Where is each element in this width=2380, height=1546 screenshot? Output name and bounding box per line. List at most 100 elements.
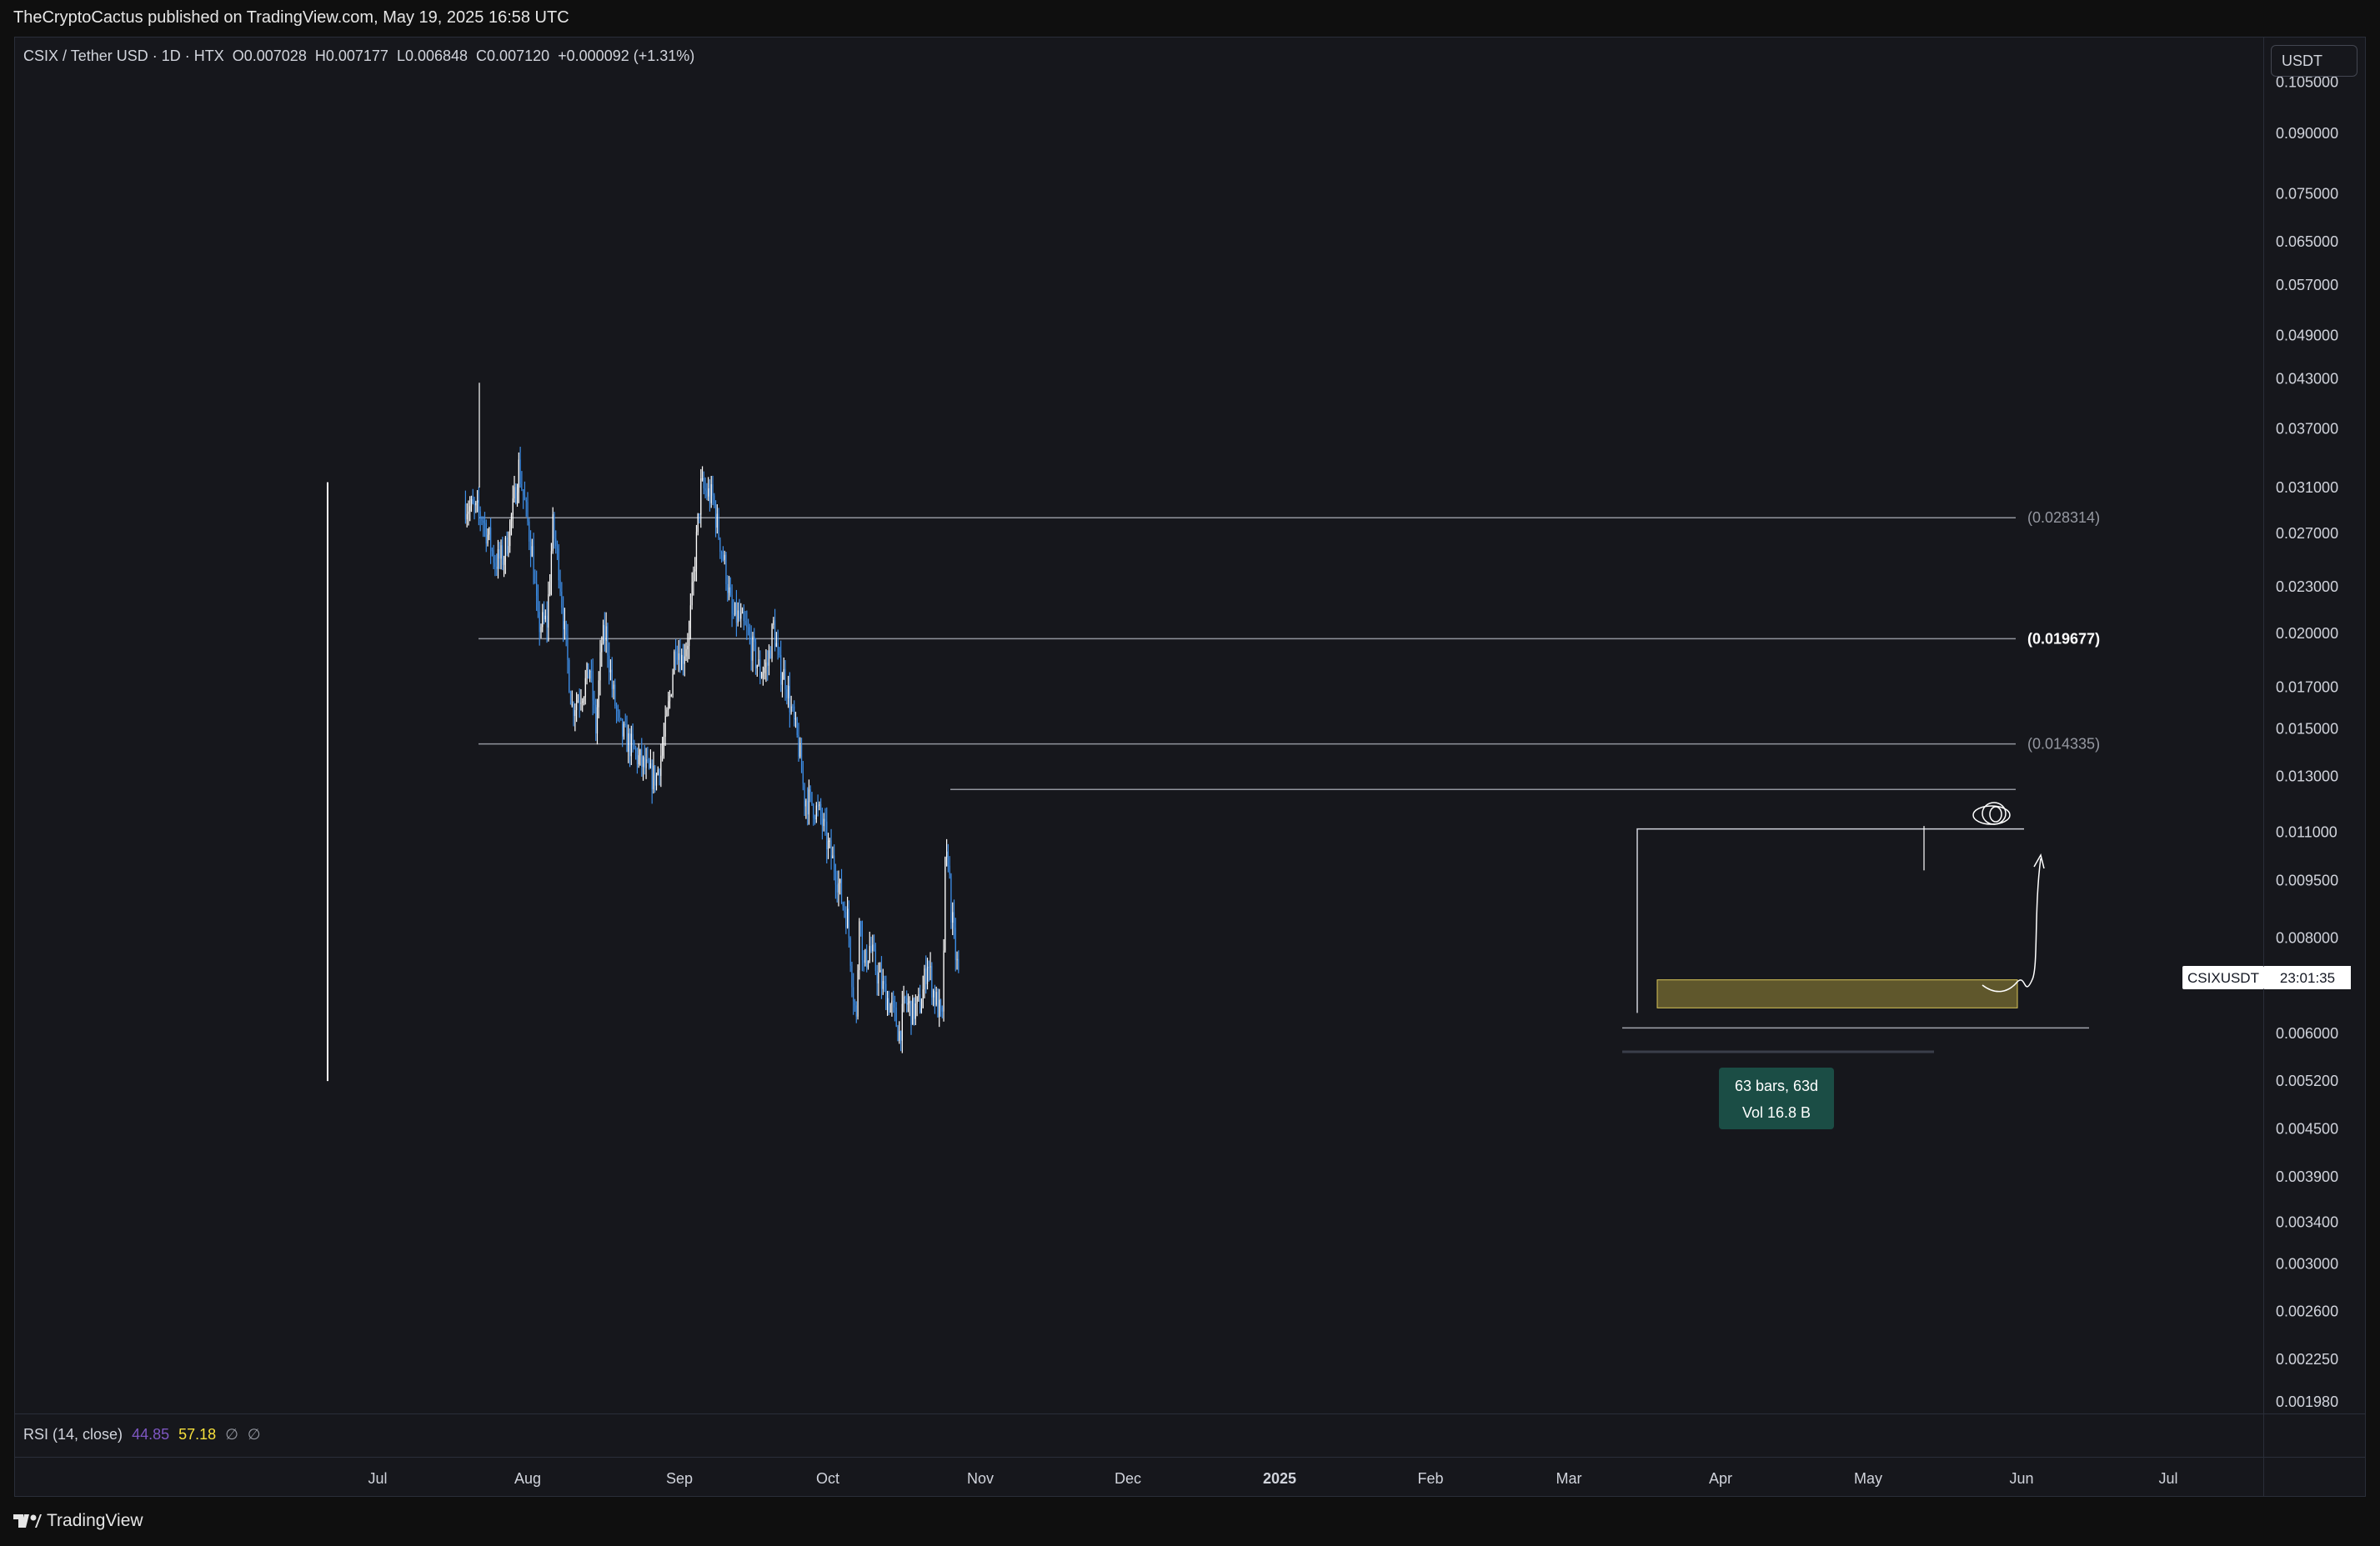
candle-body	[509, 521, 511, 547]
y-tick-label: 0.009500	[2276, 873, 2338, 889]
candle-body	[544, 615, 546, 620]
candle-body	[548, 594, 549, 628]
candle-body	[775, 643, 777, 648]
candle-body	[735, 603, 738, 623]
y-tick-label: 0.075000	[2276, 186, 2338, 203]
candle-body	[734, 603, 736, 615]
level-label: (0.028314)	[2027, 509, 2100, 526]
candle-body	[694, 569, 696, 572]
candle-body	[794, 718, 797, 720]
candle-body	[941, 1007, 943, 1012]
candle-body	[792, 706, 794, 708]
candle-body	[592, 671, 594, 701]
y-tick-label: 0.005200	[2276, 1073, 2338, 1089]
candle-body	[534, 582, 536, 584]
symbol-title[interactable]: CSIX / Tether USD · 1D · HTX	[23, 48, 224, 64]
rsi-legend[interactable]: RSI (14, close) 44.85 57.18 ∅ ∅	[23, 1426, 261, 1443]
candle-body	[789, 685, 790, 713]
candle-body	[832, 855, 834, 858]
candle-body	[860, 921, 862, 923]
candle-body	[590, 670, 592, 673]
candle-body	[629, 733, 631, 757]
candle-body	[664, 715, 666, 738]
y-tick-label: 0.002250	[2276, 1351, 2338, 1368]
tradingview-logo-icon	[13, 1514, 42, 1528]
candle-body	[539, 612, 540, 633]
demand-zone[interactable]	[1656, 979, 2018, 1008]
candle-body	[624, 723, 626, 726]
price-tag-symbol[interactable]	[2182, 966, 2264, 989]
candle-body	[922, 988, 924, 1008]
candle-body	[496, 567, 498, 569]
candle-body	[872, 944, 874, 952]
candle-body	[466, 513, 468, 520]
candle-body	[689, 605, 691, 628]
candle-body	[920, 1008, 923, 1013]
candle-body	[506, 538, 508, 554]
price-tag-countdown[interactable]	[2264, 966, 2351, 989]
projection-arrow[interactable]	[1982, 858, 2042, 993]
candle-body	[840, 879, 843, 903]
candle-body	[626, 724, 628, 753]
candle-body	[953, 912, 955, 928]
y-tick-label: 0.020000	[2276, 625, 2338, 642]
candle-body	[777, 643, 779, 648]
candle-body	[756, 665, 758, 668]
candle-body	[571, 704, 573, 706]
candle-body	[830, 840, 832, 858]
candle-body	[704, 488, 706, 491]
candle-body	[935, 992, 937, 1005]
candle-body	[749, 632, 750, 638]
candle-body	[675, 651, 677, 658]
candle-body	[798, 734, 799, 757]
candle-body	[682, 654, 684, 664]
candle-body	[765, 662, 767, 668]
candle-body	[691, 582, 693, 606]
candle-body	[653, 765, 654, 790]
candle-body	[796, 718, 798, 735]
candle-body	[596, 707, 599, 734]
candle-body	[885, 983, 887, 1010]
candle-body	[926, 966, 929, 984]
candle-body	[925, 968, 927, 984]
candle-body	[767, 662, 769, 666]
measure-tooltip	[1719, 1068, 1834, 1129]
candle-body	[886, 998, 889, 1010]
ohlc-close: C0.007120	[476, 48, 550, 64]
y-tick-label: 0.057000	[2276, 277, 2338, 293]
candle-body	[904, 996, 906, 998]
candle-body	[802, 773, 804, 784]
currency-button[interactable]: USDT	[2271, 45, 2357, 77]
tradingview-label: TradingView	[47, 1511, 143, 1530]
candle-body	[851, 965, 853, 988]
candle-body	[589, 670, 591, 679]
x-tick-label: Apr	[1709, 1470, 1732, 1487]
x-tick-label: Nov	[967, 1470, 994, 1487]
time-axis-separator	[14, 1457, 2366, 1458]
candle-body	[609, 669, 612, 673]
candle-body	[546, 615, 548, 628]
range-box-outline[interactable]	[1636, 828, 2024, 1013]
candle-body	[944, 857, 946, 951]
candle-body	[714, 505, 717, 528]
candle-body	[586, 663, 588, 678]
candle-body	[897, 1026, 899, 1041]
y-tick-label: 0.015000	[2276, 721, 2338, 738]
tradingview-brand[interactable]: TradingView	[13, 1511, 143, 1531]
y-tick-label: 0.008000	[2276, 929, 2338, 946]
candle-body	[622, 718, 624, 737]
candle-body	[651, 763, 653, 790]
candle-body	[695, 532, 698, 570]
candle-body	[876, 971, 878, 984]
rsi-pane-separator[interactable]	[14, 1413, 2366, 1414]
candle-body	[838, 883, 839, 893]
candle-body	[527, 502, 529, 522]
y-tick-label: 0.003900	[2276, 1168, 2338, 1185]
candle-body	[891, 1000, 893, 1005]
candle-body	[628, 733, 629, 753]
candle-body	[807, 800, 809, 815]
candle-body	[907, 1003, 909, 1005]
y-tick-label: 0.004500	[2276, 1121, 2338, 1138]
candle-body	[733, 613, 734, 615]
